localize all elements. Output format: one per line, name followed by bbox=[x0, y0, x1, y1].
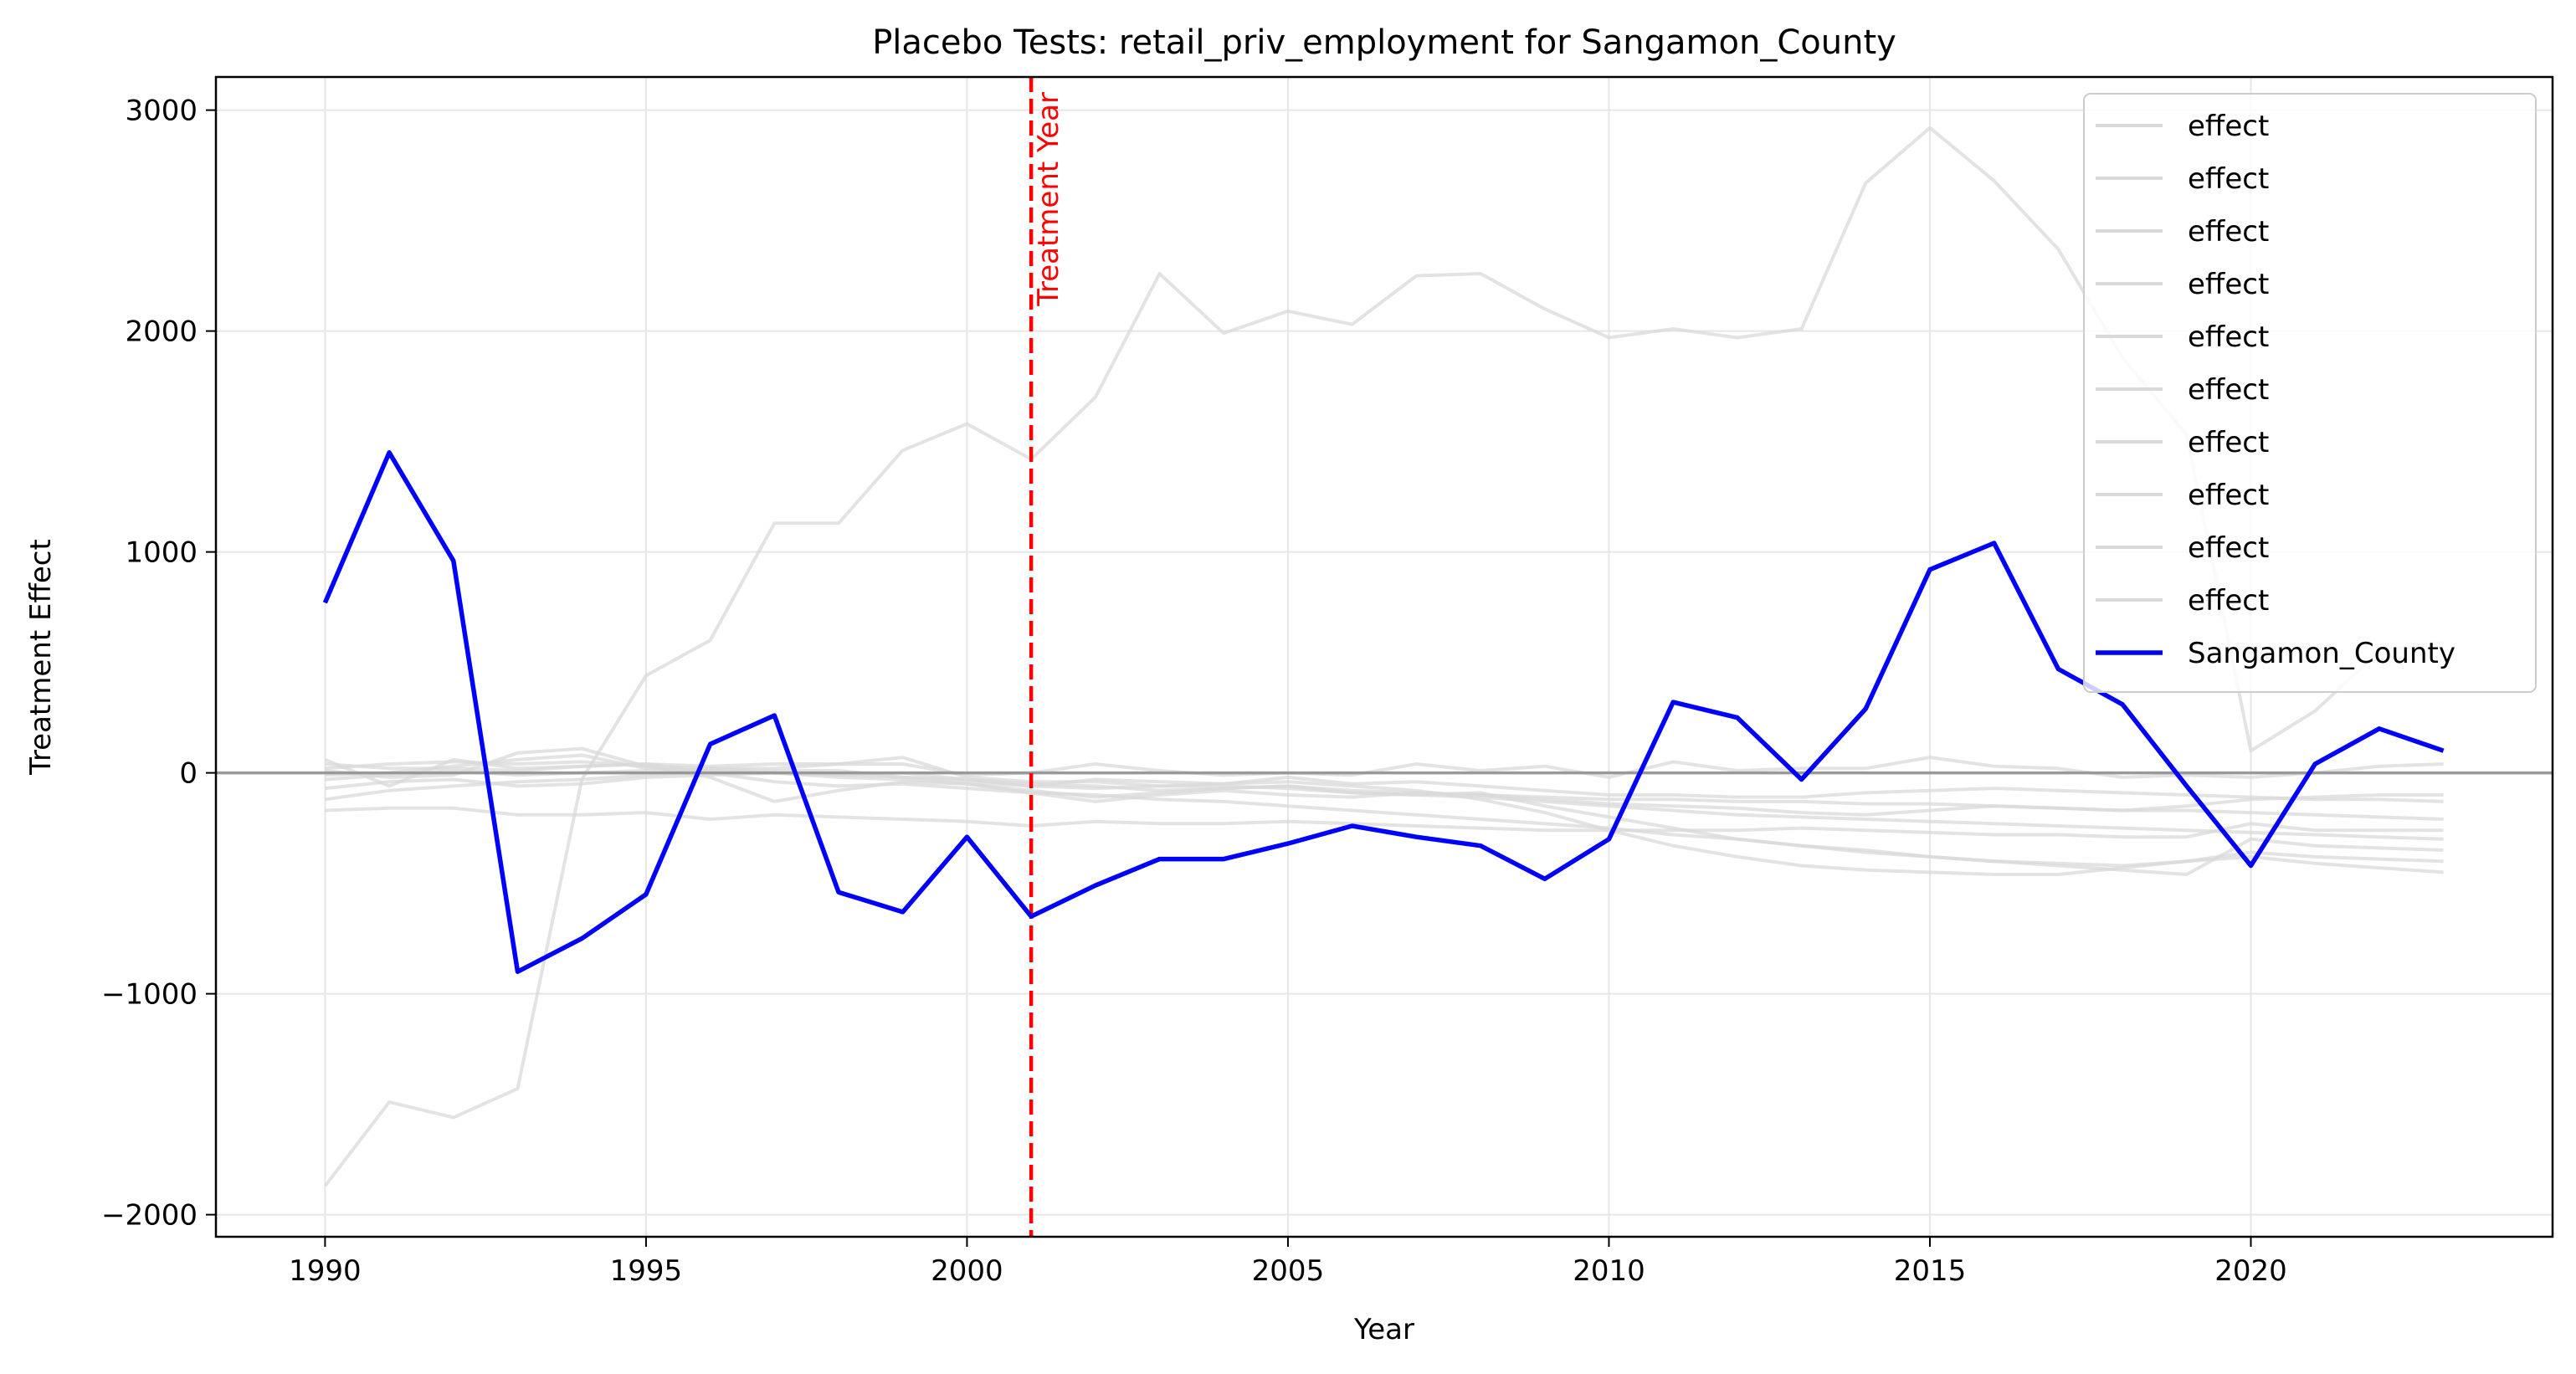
axis-ticks: 1990 1995 2000 2005 2010 2015 2020 −2000 −1000 0 1… bbox=[101, 95, 2287, 1288]
x-tick-label: 2010 bbox=[1573, 1254, 1645, 1288]
legend-label: effect bbox=[2188, 162, 2269, 196]
legend-label: effect bbox=[2188, 426, 2269, 459]
legend-label: effect bbox=[2188, 215, 2269, 249]
y-axis-label: Treatment Effect bbox=[24, 539, 58, 776]
x-axis-label: Year bbox=[1353, 1313, 1414, 1346]
x-tick-label: 2015 bbox=[1894, 1254, 1967, 1288]
y-tick-label: 1000 bbox=[125, 536, 198, 570]
legend-label: effect bbox=[2188, 584, 2269, 618]
legend-box bbox=[2083, 93, 2537, 693]
legend-label: effect bbox=[2188, 373, 2269, 407]
x-tick-label: 1990 bbox=[289, 1254, 362, 1288]
reference-lines bbox=[216, 77, 2553, 1237]
y-tick-label: −2000 bbox=[101, 1199, 198, 1233]
plot-frame bbox=[214, 75, 2554, 1238]
legend-label: Sangamon_County bbox=[2188, 637, 2455, 670]
placebo-series-line bbox=[325, 753, 2444, 876]
y-tick-label: −1000 bbox=[101, 978, 198, 1012]
legend-label: effect bbox=[2188, 531, 2269, 565]
x-tick-label: 2000 bbox=[931, 1254, 1003, 1288]
y-tick-label: 2000 bbox=[125, 315, 198, 349]
chart-title: Placebo Tests: retail_priv_employment fo… bbox=[872, 23, 1896, 62]
legend-label: effect bbox=[2188, 479, 2269, 512]
legend-label: effect bbox=[2188, 320, 2269, 354]
legend-label: effect bbox=[2188, 110, 2269, 143]
treatment-year-label: Treatment Year bbox=[1032, 92, 1065, 307]
x-tick-label: 1995 bbox=[610, 1254, 683, 1288]
placebo-series-line bbox=[325, 771, 2444, 803]
y-tick-label: 3000 bbox=[125, 95, 198, 128]
legend: effect effect effect effect effect effect effe… bbox=[2083, 93, 2537, 693]
x-tick-label: 2020 bbox=[2214, 1254, 2287, 1288]
legend-label: effect bbox=[2188, 268, 2269, 301]
x-tick-label: 2005 bbox=[1252, 1254, 1325, 1288]
y-tick-label: 0 bbox=[179, 757, 198, 791]
